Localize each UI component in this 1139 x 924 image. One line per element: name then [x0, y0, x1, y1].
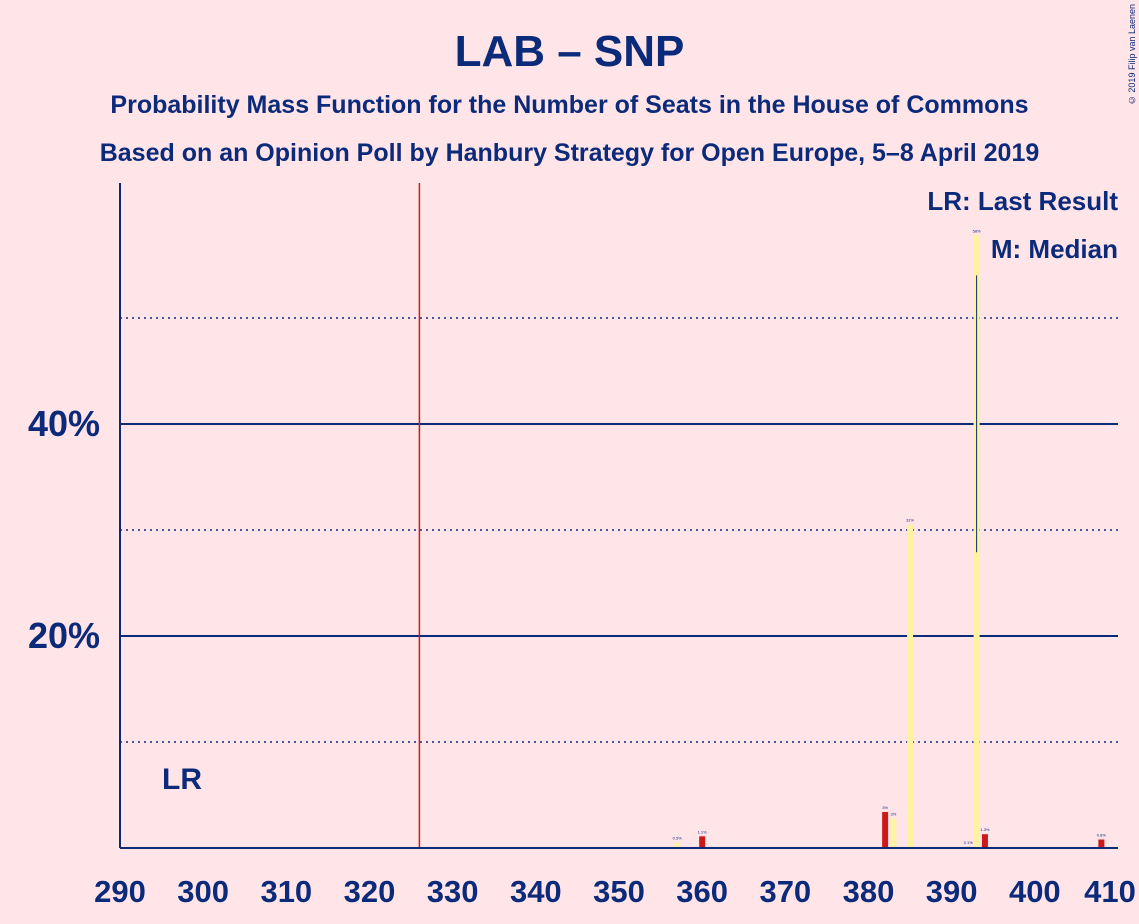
- last-result-label: LR: [162, 763, 202, 796]
- bar-label-360: 1.1%: [698, 829, 708, 834]
- chart-subtitle-1: Probability Mass Function for the Number…: [110, 91, 1028, 119]
- y-tick-label: 40%: [28, 403, 100, 444]
- bar-label-382: 3%: [882, 805, 888, 810]
- bar-label-408: 0.8%: [1097, 833, 1107, 838]
- chart-subtitle-2: Based on an Opinion Poll by Hanbury Stra…: [100, 139, 1040, 167]
- x-tick-label: 350: [593, 874, 645, 909]
- bars: 0.5% 1.1% 3%3% 31% 0.1% 58% 1.3% 0.8%: [673, 228, 1107, 848]
- x-tick-label: 410: [1084, 874, 1136, 909]
- x-tick-label: 310: [260, 874, 312, 909]
- bar-385: [907, 524, 914, 848]
- bar-label-357: 0.5%: [673, 836, 683, 841]
- x-tick-label: 330: [427, 874, 479, 909]
- x-tick-label: 400: [1009, 874, 1061, 909]
- legend-last-result: LR: Last Result: [927, 186, 1118, 216]
- copyright-note: © 2019 Filip van Laenen: [1127, 4, 1137, 106]
- bar-label-385: 31%: [906, 518, 914, 523]
- x-tick-label: 300: [177, 874, 229, 909]
- bar-394: [981, 834, 988, 848]
- bar-label-383: 3%: [891, 811, 897, 816]
- x-tick-label: 320: [344, 874, 396, 909]
- legend-median: M: Median: [991, 234, 1118, 264]
- bar-382: [882, 811, 889, 848]
- x-tick-label: 360: [676, 874, 728, 909]
- gridlines: [120, 183, 1118, 848]
- bar-357: [674, 842, 681, 848]
- bar-label-394: 1.3%: [980, 827, 990, 832]
- bar-label-393: 58%: [973, 228, 981, 233]
- x-tick-label: 390: [926, 874, 978, 909]
- bar-360: [699, 836, 706, 848]
- x-tick-label: 380: [843, 874, 895, 909]
- bar-label-392: 0.1%: [964, 840, 974, 845]
- bar-383: [890, 818, 897, 848]
- x-tick-label: 370: [759, 874, 811, 909]
- x-tick-label: 340: [510, 874, 562, 909]
- axes: 20% 40% 290 300 310 320 330 340 350 360 370 380 390 4…: [28, 183, 1136, 909]
- bar-408: [1098, 839, 1105, 848]
- x-tick-label: 290: [94, 874, 146, 909]
- chart-title: LAB – SNP: [455, 27, 685, 76]
- y-tick-label: 20%: [28, 615, 100, 656]
